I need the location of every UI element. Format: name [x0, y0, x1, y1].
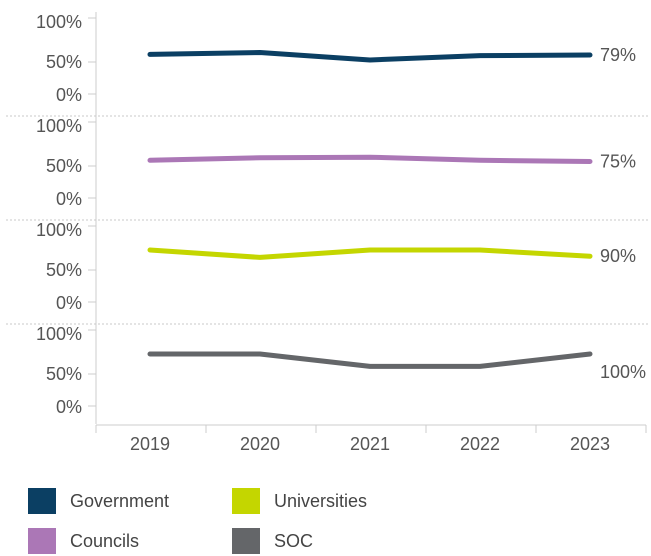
x-tick-label: 2020: [240, 434, 280, 454]
legend-label-soc: SOC: [274, 530, 314, 551]
y-tick-label: 100%: [36, 220, 82, 240]
y-tick-label: 100%: [36, 116, 82, 136]
legend-item-councils: Councils: [28, 528, 139, 554]
legend-label-government: Government: [70, 490, 170, 511]
y-tick-label: 50%: [46, 52, 82, 72]
x-tick-label: 2022: [460, 434, 500, 454]
legend-swatch-soc: [232, 528, 260, 554]
legend: Government Universities Councils SOC: [28, 486, 448, 554]
legend-label-councils: Councils: [70, 530, 140, 551]
series-line-government: [147, 50, 593, 63]
series-line-soc: [147, 351, 593, 369]
y-tick-label: 0%: [56, 293, 82, 313]
legend-item-universities: Universities: [232, 488, 367, 514]
legend-swatch-universities: [232, 488, 260, 514]
y-tick-label: 0%: [56, 189, 82, 209]
series-line-universities: [147, 247, 593, 260]
y-tick-label: 0%: [56, 85, 82, 105]
x-tick-label: 2023: [570, 434, 610, 454]
legend-swatch-councils: [28, 528, 56, 554]
y-tick-label: 0%: [56, 397, 82, 417]
legend-item-government: Government: [28, 488, 169, 514]
y-tick-label: 100%: [36, 12, 82, 32]
data-label-councils: 75%: [600, 152, 636, 172]
legend-item-soc: SOC: [232, 528, 313, 554]
y-tick-label: 50%: [46, 260, 82, 280]
line-chart-small-multiples: 100% 50% 0% 79% 100% 50% 0% 75% 100% 50% 0% 90% 100%…: [6, 12, 650, 454]
x-tick-label: 2021: [350, 434, 390, 454]
legend-label-universities: Universities: [274, 490, 368, 511]
y-tick-label: 50%: [46, 364, 82, 384]
legend-swatch-government: [28, 488, 56, 514]
data-label-government: 79%: [600, 45, 636, 65]
y-tick-label: 100%: [36, 324, 82, 344]
y-tick-label: 50%: [46, 156, 82, 176]
x-tick-label: 2019: [130, 434, 170, 454]
data-label-universities: 90%: [600, 246, 636, 266]
data-label-soc: 100%: [600, 362, 646, 382]
series-line-councils: [147, 154, 593, 164]
